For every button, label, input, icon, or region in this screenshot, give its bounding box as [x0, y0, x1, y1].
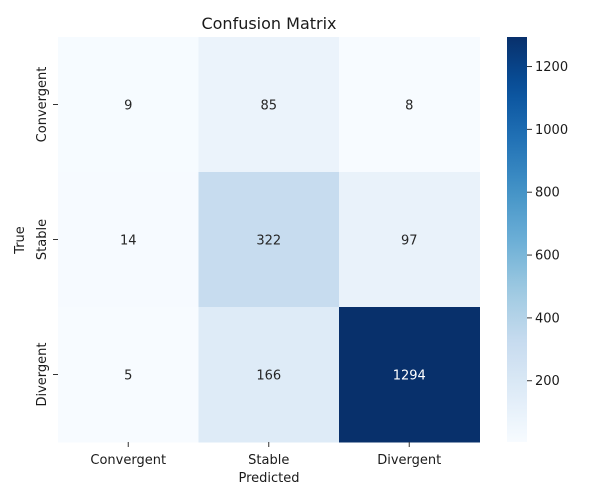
heatmap-cells: 9 85 8 14 322 97 5 166 1294 — [58, 37, 480, 443]
cell-value-label: 166 — [256, 369, 281, 384]
cell-value-label: 14 — [120, 234, 137, 249]
cell-value-label: 8 — [405, 99, 413, 114]
colorbar-tick-label: 1000 — [535, 123, 568, 138]
cell-value-label: 85 — [260, 99, 277, 114]
heatmap-cell — [58, 37, 199, 173]
heatmap-cell — [198, 307, 340, 443]
x-tick-label: Convergent — [90, 453, 166, 468]
cell-value-label: 5 — [124, 369, 132, 384]
colorbar-tick-label: 200 — [535, 374, 560, 389]
x-axis-label: Predicted — [238, 471, 299, 486]
colorbar-tick-label: 800 — [535, 186, 560, 201]
x-tick-labels: Convergent Stable Divergent — [90, 442, 441, 468]
y-axis-label: True — [13, 226, 28, 255]
y-tick-label: Convergent — [35, 67, 50, 143]
heatmap-cell — [339, 172, 480, 308]
colorbar: 200 400 600 800 1000 1200 — [507, 37, 568, 442]
cell-value-label: 9 — [124, 99, 132, 114]
y-tick-label: Stable — [35, 219, 50, 260]
colorbar-tick-label: 400 — [535, 311, 560, 326]
cell-value-label: 97 — [401, 234, 418, 249]
cell-value-label: 1294 — [393, 369, 426, 384]
heatmap-cell — [58, 172, 199, 308]
heatmap-cell — [339, 307, 480, 443]
colorbar-tick-label: 1200 — [535, 60, 568, 75]
colorbar-gradient — [507, 37, 527, 442]
x-tick-label: Divergent — [377, 453, 441, 468]
colorbar-tick-label: 600 — [535, 249, 560, 264]
y-tick-labels: Convergent Stable Divergent — [35, 67, 58, 407]
heatmap-cell — [198, 172, 340, 308]
heatmap-cell — [339, 37, 480, 173]
heatmap-cell — [58, 307, 199, 443]
y-tick-label: Divergent — [35, 342, 50, 406]
heatmap-cell — [198, 37, 340, 173]
chart-title: Confusion Matrix — [201, 14, 336, 33]
x-tick-label: Stable — [248, 453, 289, 468]
cell-value-label: 322 — [256, 234, 281, 249]
